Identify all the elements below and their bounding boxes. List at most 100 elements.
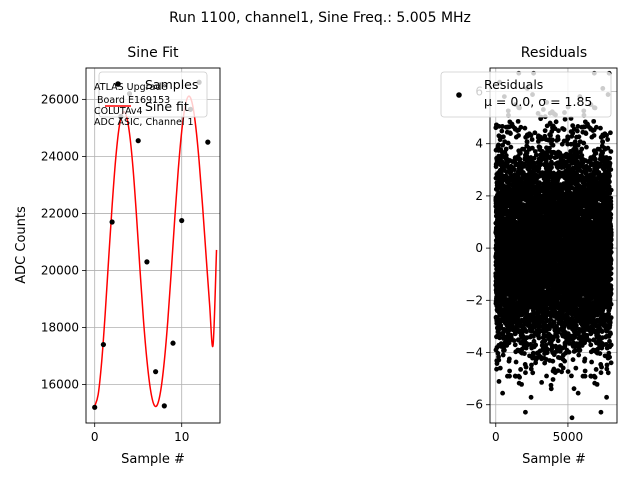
annotation-line-4: ADC ASIC, Channel 1: [94, 117, 194, 128]
sine-fit-ytick-label: 18000: [41, 320, 79, 334]
residual-point: [517, 374, 522, 380]
residual-point: [508, 144, 514, 150]
sample-point: [179, 217, 185, 224]
residual-point: [548, 386, 554, 392]
sample-point: [92, 404, 98, 410]
residual-point: [542, 128, 548, 134]
residual-point: [496, 142, 501, 148]
sample-point: [144, 259, 150, 265]
sine-fit-xtick-label: 0: [91, 430, 99, 444]
residual-point: [539, 380, 545, 385]
residual-point: [508, 169, 514, 175]
residual-point: [508, 131, 513, 136]
residual-point: [556, 128, 561, 134]
residual-point: [529, 362, 534, 368]
residual-point: [516, 133, 521, 138]
sine-fit-ytick-label: 24000: [41, 149, 79, 163]
residual-point: [519, 381, 524, 387]
sine-fit-grid: [86, 68, 220, 423]
residual-point: [507, 373, 512, 379]
sine-fit-ytick-label: 22000: [41, 206, 79, 220]
sine-fit-ticks: 0 10 16000 18000 20000 22000 24000 26000: [41, 92, 190, 444]
residual-point: [530, 370, 536, 376]
figure-suptitle: Run 1100, channel1, Sine Freq.: 5.005 MH…: [169, 10, 471, 26]
sample-point: [205, 139, 211, 145]
residual-point: [507, 368, 512, 374]
residual-point: [533, 342, 539, 348]
residual-point: [497, 365, 503, 371]
residual-point: [522, 125, 528, 131]
residual-point: [550, 142, 556, 148]
sine-fit-plot-area: [92, 79, 218, 410]
residual-point: [499, 128, 505, 134]
residual-point: [521, 351, 527, 356]
sine-fit-axes-frame: [85, 67, 221, 424]
residual-point: [562, 358, 568, 364]
residual-point: [524, 139, 530, 145]
residual-point: [512, 167, 517, 173]
board-annotation: ATLAS Upgrade Board E169153 COLUTAv4 ADC…: [94, 82, 194, 128]
residual-point: [498, 319, 503, 324]
sine-fit-curve: [93, 95, 218, 408]
sine-fit-chart: Sine Fit 0 10 16000 18000 20000 22000 24000 260…: [14, 45, 221, 467]
sample-point: [161, 403, 167, 409]
residual-point: [560, 365, 566, 371]
annotation-line-3: COLUTAv4: [94, 106, 143, 117]
residual-point: [550, 358, 556, 364]
legend-samples-marker: [115, 81, 121, 87]
legend-sine-fit-label: Sine fit: [145, 99, 189, 114]
residuals-plot-area: [493, 70, 614, 421]
sine-fit-ytick-label: 20000: [41, 263, 79, 277]
sample-point: [109, 219, 115, 225]
residual-point: [529, 137, 535, 142]
residual-point: [549, 137, 555, 143]
residual-point: [515, 118, 521, 124]
annotation-line-1: ATLAS Upgrade: [94, 82, 167, 93]
sample-point: [153, 369, 159, 375]
residual-point: [501, 347, 507, 353]
sine-fit-xtick-label: 10: [174, 430, 189, 444]
sine-fit-ylabel: ADC Counts: [14, 206, 29, 284]
residual-point: [496, 379, 502, 384]
residual-point: [500, 390, 506, 396]
residual-point: [528, 394, 534, 400]
residual-point: [500, 124, 505, 129]
residual-point: [518, 150, 523, 156]
residual-point: [511, 338, 517, 343]
residual-point: [518, 367, 524, 372]
residual-point: [518, 124, 524, 130]
residual-point: [513, 359, 519, 365]
sample-point: [100, 341, 107, 348]
residual-point: [512, 342, 518, 348]
residual-point: [554, 334, 560, 340]
residual-point: [555, 137, 561, 142]
sample-point: [135, 138, 141, 144]
residual-point: [544, 373, 549, 379]
residuals-title: Residuals: [521, 45, 587, 61]
residual-point: [550, 377, 556, 382]
residual-point: [494, 366, 499, 372]
residual-point: [503, 146, 509, 152]
sine-fit-xlabel: Sample #: [121, 452, 185, 467]
residual-point: [503, 153, 509, 158]
residual-point: [500, 142, 506, 148]
residual-point: [497, 335, 502, 341]
sine-fit-title: Sine Fit: [127, 45, 179, 61]
residual-point: [505, 140, 511, 146]
residual-point: [555, 338, 561, 344]
residual-point: [523, 370, 528, 376]
residual-point: [501, 134, 506, 140]
annotation-line-2: Board E169153: [94, 95, 170, 106]
residual-point: [561, 127, 567, 132]
legend-samples-label: Samples: [145, 77, 198, 92]
residual-point: [523, 364, 529, 370]
residual-point: [506, 356, 512, 362]
sine-fit-ytick-label: 26000: [41, 92, 79, 106]
sine-fit-ytick-label: 16000: [41, 378, 79, 392]
sine-fit-legend: Samples Sine fit: [98, 71, 208, 118]
residual-point: [536, 335, 542, 341]
residual-point: [500, 352, 506, 358]
residual-point: [523, 409, 528, 415]
